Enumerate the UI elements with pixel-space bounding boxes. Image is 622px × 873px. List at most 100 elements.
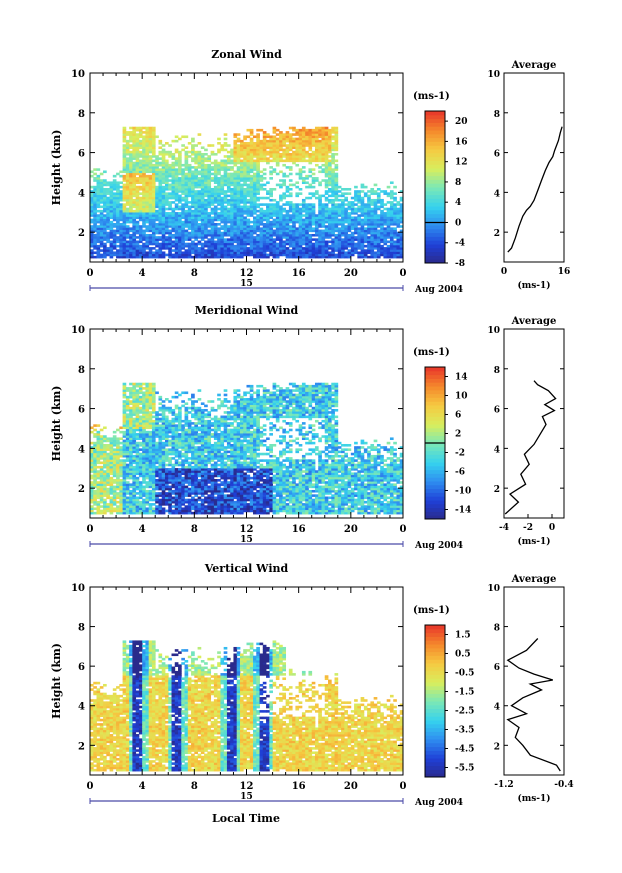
heatmap-cell [145, 209, 150, 213]
heatmap-cell [239, 209, 244, 213]
heatmap-cell [174, 205, 179, 209]
heatmap-cell [90, 220, 94, 224]
heatmap-cell [142, 387, 146, 390]
heatmap-cell [292, 251, 296, 255]
heatmap-cell [324, 142, 329, 145]
heatmap-cell [204, 255, 208, 259]
heatmap-cell [301, 218, 306, 222]
heatmap-cell [259, 183, 264, 187]
heatmap-cell [178, 163, 182, 167]
heatmap-cell [161, 209, 166, 213]
heatmap-cell [233, 139, 238, 143]
heatmap-cell [161, 227, 166, 230]
heatmap-cell [191, 137, 195, 141]
heatmap-cell [191, 196, 195, 200]
heatmap-cell [318, 126, 322, 130]
heatmap-cell [142, 185, 146, 189]
heatmap-cell [295, 229, 300, 233]
heatmap-cell [171, 170, 176, 174]
heatmap-cell [125, 159, 130, 163]
heatmap-cell [262, 225, 267, 228]
heatmap-cell [308, 157, 313, 160]
heatmap-cell [164, 216, 169, 220]
heatmap-cell [230, 223, 234, 226]
heatmap-cell [187, 205, 192, 209]
heatmap-cell [125, 251, 130, 255]
heatmap-cell [178, 172, 182, 176]
heatmap-cell [129, 155, 133, 158]
heatmap-cell [324, 214, 329, 217]
heatmap-cell [226, 233, 231, 237]
heatmap-cell [200, 146, 205, 149]
heatmap-cell [272, 144, 277, 147]
heatmap-cell [109, 251, 114, 255]
heatmap-cell [116, 240, 120, 244]
heatmap-cell [112, 238, 117, 241]
heatmap-cell [187, 192, 192, 195]
heatmap-cell [158, 198, 163, 202]
heatmap-cell [191, 194, 195, 198]
heatmap-cell [210, 172, 215, 176]
heatmap-cell [393, 240, 397, 244]
heatmap-cell [148, 212, 153, 215]
heatmap-cell [230, 148, 234, 152]
heatmap-cell [243, 242, 247, 246]
heatmap-cell [301, 181, 306, 185]
heatmap-cell [187, 253, 192, 257]
heatmap-cell [275, 233, 280, 237]
heatmap-cell [164, 220, 169, 224]
heatmap-cell [138, 249, 143, 252]
heatmap-cell [236, 207, 241, 211]
heatmap-cell [243, 148, 247, 152]
heatmap-cell [116, 231, 120, 235]
heatmap-cell [334, 238, 339, 241]
heatmap-cell [243, 209, 247, 213]
heatmap-cell [301, 126, 306, 130]
heatmap-cell [200, 161, 205, 165]
heatmap-cell [239, 146, 244, 149]
heatmap-cell [337, 229, 342, 233]
heatmap-cell [184, 203, 189, 206]
heatmap-cell [181, 227, 185, 230]
heatmap-cell [96, 185, 101, 189]
heatmap-cell [138, 236, 143, 239]
heatmap-cell [275, 144, 280, 147]
heatmap-cell [223, 161, 228, 165]
heatmap-cell [106, 212, 110, 215]
heatmap-cell [269, 177, 273, 180]
heatmap-cell [204, 177, 208, 180]
heatmap-cell [194, 203, 198, 206]
heatmap-cell [96, 214, 101, 217]
heatmap-cell [200, 157, 205, 160]
heatmap-cell [341, 187, 345, 191]
heatmap-cell [292, 253, 296, 257]
heatmap-cell [125, 177, 130, 180]
heatmap-cell [253, 212, 257, 215]
heatmap-cell [233, 148, 238, 152]
heatmap-cell [213, 205, 218, 209]
heatmap-cell [249, 233, 254, 237]
heatmap-cell [129, 255, 133, 259]
heatmap-cell [90, 229, 94, 233]
heatmap-cell [334, 174, 339, 178]
heatmap-cell [305, 139, 309, 143]
heatmap-cell [262, 231, 267, 235]
heatmap-cell [305, 177, 309, 180]
heatmap-cell [233, 220, 238, 224]
heatmap-cell [204, 207, 208, 211]
heatmap-cell [174, 177, 179, 180]
heatmap-cell [184, 238, 189, 241]
heatmap-cell [135, 220, 140, 224]
heatmap-cell [256, 242, 260, 246]
heatmap-cell [96, 181, 101, 185]
heatmap-cell [220, 244, 225, 248]
heatmap-cell [132, 177, 137, 180]
heatmap-cell [298, 249, 303, 252]
heatmap-cell [122, 131, 127, 134]
heatmap-cell [132, 209, 137, 213]
heatmap-cell [135, 476, 140, 480]
heatmap-cell [324, 144, 329, 147]
heatmap-cell [226, 231, 231, 235]
heatmap-cell [99, 249, 104, 252]
heatmap-cell [184, 161, 189, 165]
